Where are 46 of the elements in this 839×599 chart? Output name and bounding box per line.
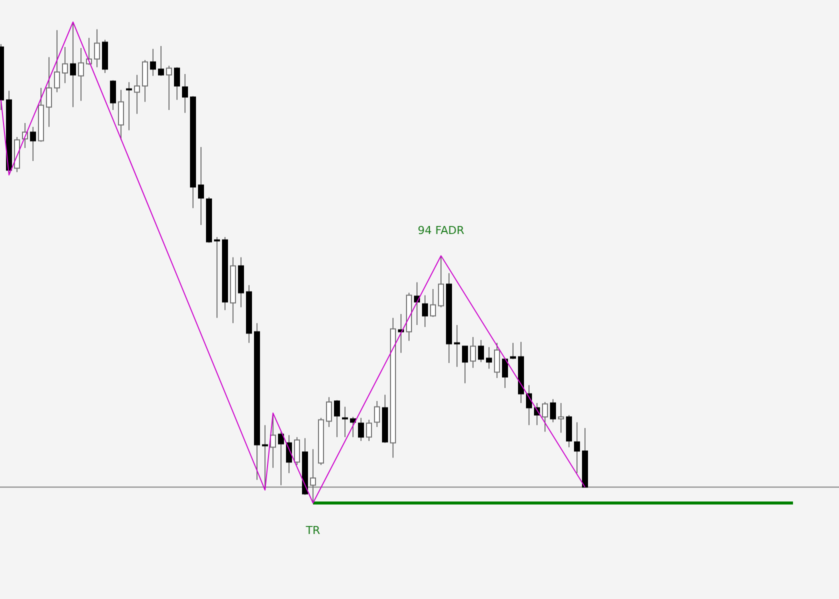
candlestick bbox=[438, 255, 444, 308]
candlestick bbox=[118, 89, 124, 140]
candlestick bbox=[166, 65, 172, 111]
candlestick bbox=[126, 82, 132, 131]
candlestick bbox=[78, 47, 84, 102]
candlestick bbox=[470, 336, 476, 368]
candlestick bbox=[46, 56, 52, 128]
candlestick bbox=[278, 431, 284, 486]
candlestick bbox=[486, 346, 492, 370]
candlestick bbox=[270, 412, 276, 468]
candlestick bbox=[462, 346, 468, 384]
candlestick bbox=[214, 236, 220, 318]
annotation: 94 FADR bbox=[418, 224, 465, 237]
candlestick bbox=[30, 126, 36, 162]
candlestick bbox=[198, 146, 204, 226]
candlestick bbox=[94, 28, 100, 68]
candlestick bbox=[310, 448, 316, 504]
annotation: TR bbox=[304, 524, 321, 537]
candlestick bbox=[174, 66, 180, 100]
candlestick bbox=[294, 436, 300, 466]
candlestick bbox=[478, 339, 484, 363]
candlestick bbox=[574, 422, 580, 474]
candlestick bbox=[158, 46, 164, 76]
candlestick bbox=[182, 73, 188, 114]
candlestick bbox=[542, 401, 548, 432]
candlestick bbox=[150, 48, 156, 76]
candlestick bbox=[558, 402, 564, 434]
candlestick bbox=[374, 400, 380, 428]
candlestick bbox=[526, 384, 532, 426]
candlestick bbox=[134, 74, 140, 114]
candlestick bbox=[70, 22, 76, 108]
candlestick bbox=[422, 294, 428, 328]
candlestick bbox=[494, 342, 500, 378]
candlestick bbox=[550, 398, 556, 423]
candlestick bbox=[334, 400, 340, 438]
candlestick bbox=[358, 417, 364, 442]
candlestick bbox=[62, 46, 68, 84]
candlestick bbox=[342, 406, 348, 438]
candlestick bbox=[366, 419, 372, 442]
candlestick bbox=[430, 288, 436, 318]
candlestick bbox=[398, 313, 404, 354]
candlestick bbox=[326, 396, 332, 428]
candlestick bbox=[110, 80, 116, 111]
candlestick bbox=[502, 358, 508, 389]
candlestick bbox=[54, 30, 60, 93]
candlestick bbox=[454, 324, 460, 368]
